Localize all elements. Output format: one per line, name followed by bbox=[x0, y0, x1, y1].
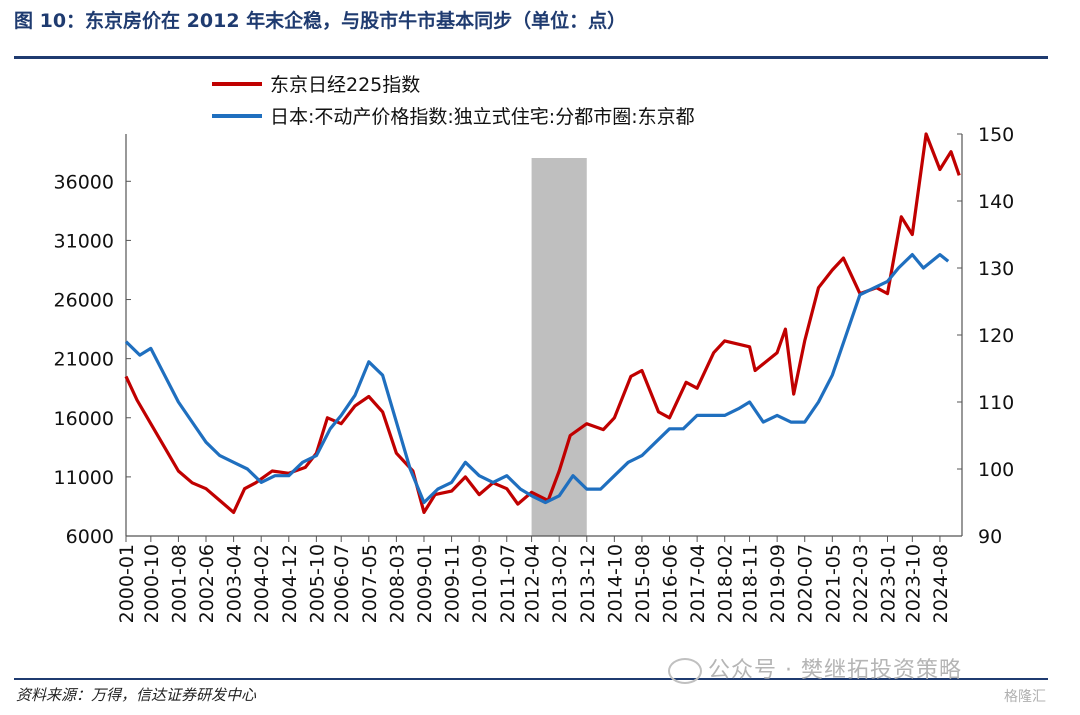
corner-mark: 格隆汇 bbox=[1004, 689, 1046, 705]
x-tick-label: 2013-12 bbox=[577, 544, 599, 623]
x-tick-label: 2023-01 bbox=[878, 544, 900, 623]
page-title: 图 10：东京房价在 2012 年末企稳，与股市牛市基本同步（单位：点） bbox=[14, 10, 627, 32]
x-tick-label: 2004-02 bbox=[251, 544, 273, 623]
series-layer bbox=[124, 132, 961, 514]
x-tick-label: 2018-11 bbox=[740, 544, 762, 623]
left-y-tick-label: 11000 bbox=[54, 467, 114, 489]
legend-label-0: 东京日经225指数 bbox=[270, 74, 420, 96]
left-y-tick-label: 21000 bbox=[54, 349, 114, 371]
x-tick-label: 2024-08 bbox=[930, 544, 952, 623]
legend-label-1: 日本:不动产价格指数:独立式住宅:分都市圈:东京都 bbox=[270, 106, 695, 128]
line-chart: 6000 11000 16000 21000 26000 31000 36000 90 100 1… bbox=[54, 74, 1015, 623]
right-y-tick-label: 130 bbox=[978, 258, 1014, 280]
x-tick-label: 2000-01 bbox=[116, 544, 138, 623]
right-y-tick-label: 110 bbox=[978, 392, 1014, 414]
x-tick-label: 2021-05 bbox=[822, 544, 844, 623]
left-y-tick-label: 16000 bbox=[54, 408, 114, 430]
footer-rule bbox=[14, 678, 1048, 680]
x-tick-label: 2000-10 bbox=[141, 544, 163, 623]
watermark: 公众号 · 樊继拓投资策略 bbox=[668, 652, 962, 684]
x-tick-label: 2014-10 bbox=[604, 544, 626, 623]
x-tick-label: 2011-07 bbox=[497, 544, 519, 623]
axes-layer: 6000 11000 16000 21000 26000 31000 36000 90 100 1… bbox=[54, 124, 1015, 623]
x-tick-label: 2005-10 bbox=[306, 544, 328, 623]
x-tick-label: 2018-02 bbox=[715, 544, 737, 623]
x-tick-label: 2022-03 bbox=[850, 544, 872, 623]
x-tick-label: 2007-05 bbox=[359, 544, 381, 623]
x-tick-label: 2017-04 bbox=[687, 544, 709, 623]
x-tick-label: 2019-09 bbox=[767, 544, 789, 623]
x-tick-label: 2002-06 bbox=[196, 544, 218, 623]
watermark-text: 公众号 · 樊继拓投资策略 bbox=[708, 658, 962, 683]
x-tick-label: 2010-09 bbox=[469, 544, 491, 623]
right-y-tick-label: 140 bbox=[978, 191, 1014, 213]
right-y-tick-label: 150 bbox=[978, 124, 1014, 146]
x-tick-label: 2013-02 bbox=[549, 544, 571, 623]
x-tick-label: 2015-08 bbox=[632, 544, 654, 623]
x-tick-label: 2009-01 bbox=[414, 544, 436, 623]
wechat-icon bbox=[668, 658, 702, 684]
title-rule bbox=[14, 56, 1048, 59]
left-y-tick-label: 26000 bbox=[54, 290, 114, 312]
x-tick-label: 2001-08 bbox=[168, 544, 190, 623]
right-y-tick-label: 90 bbox=[978, 526, 1002, 548]
x-tick-label: 2016-06 bbox=[660, 544, 682, 623]
x-tick-label: 2009-11 bbox=[442, 544, 464, 623]
source-note: 资料来源：万得，信达证券研发中心 bbox=[16, 686, 257, 704]
x-tick-label: 2023-10 bbox=[902, 544, 924, 623]
left-y-tick-label: 31000 bbox=[54, 230, 114, 252]
right-y-tick-label: 120 bbox=[978, 325, 1014, 347]
x-tick-label: 2004-12 bbox=[279, 544, 301, 623]
x-tick-label: 2020-07 bbox=[795, 544, 817, 623]
x-tick-label: 2006-07 bbox=[331, 544, 353, 623]
left-y-tick-label: 36000 bbox=[54, 171, 114, 193]
x-tick-label: 2008-03 bbox=[386, 544, 408, 623]
left-y-tick-label: 6000 bbox=[66, 526, 114, 548]
x-tick-label: 2003-04 bbox=[224, 544, 246, 623]
right-y-tick-label: 100 bbox=[978, 459, 1014, 481]
x-tick-label: 2012-04 bbox=[522, 544, 544, 623]
series-line-1 bbox=[124, 253, 950, 505]
